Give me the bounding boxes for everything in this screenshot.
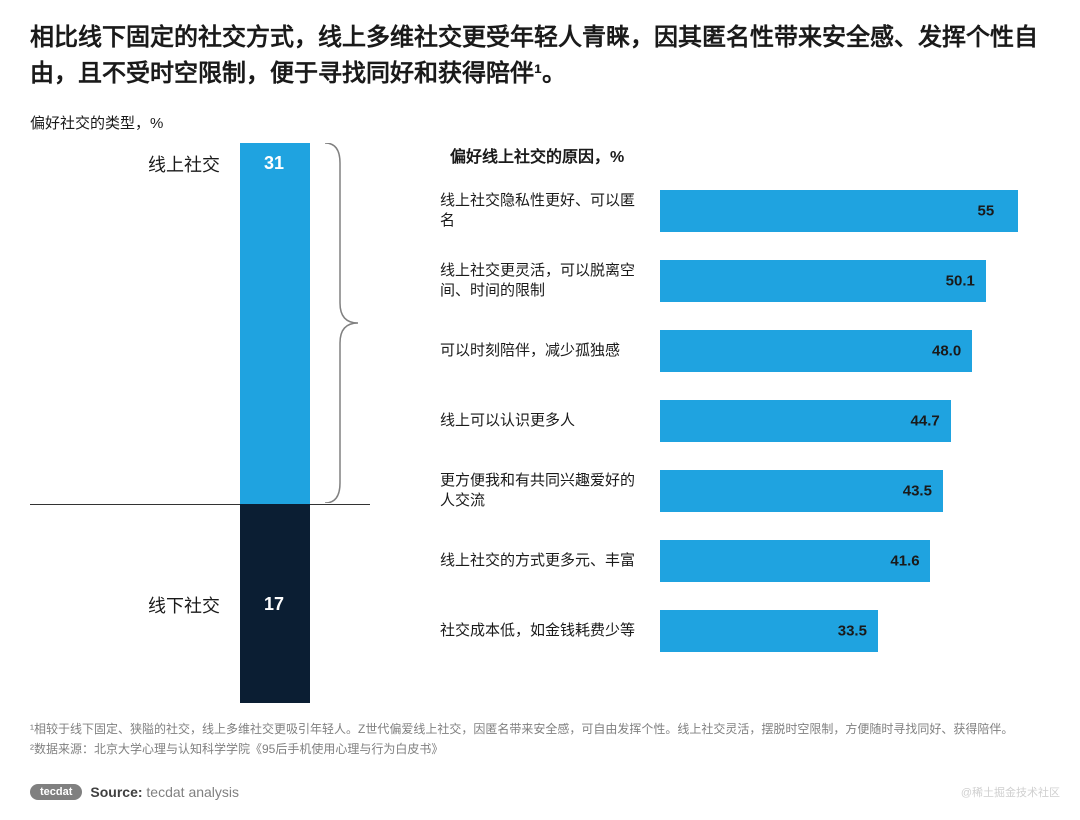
hbar-track: 50.1 (660, 260, 1050, 302)
page-title: 相比线下固定的社交方式，线上多维社交更受年轻人青睐，因其匿名性带来安全感、发挥个… (30, 20, 1050, 92)
left-chart-title: 偏好社交的类型，% (30, 112, 1050, 133)
source-line: tecdat Source: tecdat analysis (30, 784, 239, 800)
segment-value: 31 (264, 153, 284, 174)
reference-line (30, 504, 370, 505)
hbar-row: 社交成本低，如金钱耗费少等 33.5 (440, 605, 1050, 657)
hbar-track: 43.5 (660, 470, 1050, 512)
hbar-label: 可以时刻陪伴，减少孤独感 (440, 341, 660, 361)
stacked-segment: 17 (240, 504, 310, 703)
hbar-fill (660, 400, 951, 442)
hbar-fill (660, 260, 986, 302)
hbar-value: 33.5 (838, 623, 867, 640)
logo-icon: tecdat (30, 784, 82, 800)
footnotes: ¹相较于线下固定、狭隘的社交，线上多维社交更吸引年轻人。Z世代偏爱线上社交，因匿… (30, 720, 1050, 760)
segment-label: 线上社交 (110, 151, 220, 177)
segment-value: 17 (264, 594, 284, 615)
hbar-value: 50.1 (946, 273, 975, 290)
hbar-label: 线上社交的方式更多元、丰富 (440, 551, 660, 571)
hbar-track: 55 (660, 190, 1050, 232)
hbar-row: 可以时刻陪伴，减少孤独感 48.0 (440, 325, 1050, 377)
hbar-fill (660, 470, 943, 512)
hbar-row: 更方便我和有共同兴趣爱好的人交流 43.5 (440, 465, 1050, 517)
hbar-track: 44.7 (660, 400, 1050, 442)
hbar-track: 41.6 (660, 540, 1050, 582)
hbar-value: 41.6 (890, 553, 919, 570)
hbar-track: 48.0 (660, 330, 1050, 372)
hbar-fill (660, 330, 972, 372)
hbar-value: 55 (978, 203, 995, 220)
source-text: Source: tecdat analysis (90, 784, 239, 800)
reasons-chart-title: 偏好线上社交的原因，% (440, 143, 1050, 167)
reasons-bar-chart: 偏好线上社交的原因，% 线上社交隐私性更好、可以匿名 55 线上社交更灵活，可以脱离… (370, 143, 1050, 703)
hbar-label: 线上可以认识更多人 (440, 411, 660, 431)
hbar-row: 线上社交隐私性更好、可以匿名 55 (440, 185, 1050, 237)
hbar-label: 线上社交更灵活，可以脱离空间、时间的限制 (440, 261, 660, 302)
hbar-fill (660, 190, 1018, 232)
hbar-row: 线上社交的方式更多元、丰富 41.6 (440, 535, 1050, 587)
stacked-bar-chart: 31 17 线上社交线下社交 (30, 143, 370, 703)
hbar-label: 线上社交隐私性更好、可以匿名 (440, 191, 660, 232)
segment-label: 线下社交 (110, 592, 220, 618)
hbar-value: 43.5 (903, 483, 932, 500)
bracket-icon (320, 143, 360, 503)
stacked-segment: 31 (240, 143, 310, 504)
hbar-track: 33.5 (660, 610, 1050, 652)
hbar-row: 线上可以认识更多人 44.7 (440, 395, 1050, 447)
hbar-value: 48.0 (932, 343, 961, 360)
hbar-label: 社交成本低，如金钱耗费少等 (440, 621, 660, 641)
chart-container: 31 17 线上社交线下社交 偏好线上社交的原因，% 线上社交隐私性更好、可以匿名… (30, 143, 1050, 703)
watermark: @稀土掘金技术社区 (961, 784, 1060, 800)
footnote-2: ²数据来源：北京大学心理与认知科学学院《95后手机使用心理与行为白皮书》 (30, 740, 1050, 758)
footnote-1: ¹相较于线下固定、狭隘的社交，线上多维社交更吸引年轻人。Z世代偏爱线上社交，因匿… (30, 720, 1050, 738)
hbar-value: 44.7 (911, 413, 940, 430)
hbar-label: 更方便我和有共同兴趣爱好的人交流 (440, 471, 660, 512)
hbar-row: 线上社交更灵活，可以脱离空间、时间的限制 50.1 (440, 255, 1050, 307)
